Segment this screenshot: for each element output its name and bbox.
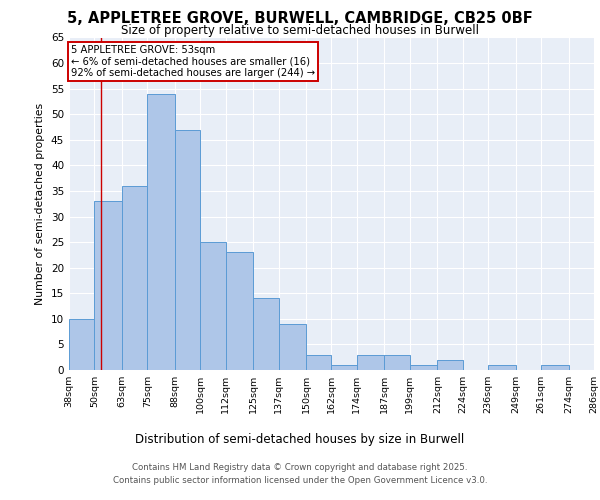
Bar: [94, 201, 122, 370]
Y-axis label: Number of semi-detached properties: Number of semi-detached properties: [35, 102, 46, 305]
Bar: [278, 324, 306, 370]
Bar: [122, 186, 148, 370]
Bar: [437, 360, 463, 370]
Bar: [306, 354, 331, 370]
Bar: [541, 365, 569, 370]
Text: 5 APPLETREE GROVE: 53sqm
← 6% of semi-detached houses are smaller (16)
92% of se: 5 APPLETREE GROVE: 53sqm ← 6% of semi-de…: [71, 45, 315, 78]
Bar: [226, 252, 253, 370]
Bar: [253, 298, 278, 370]
Bar: [175, 130, 200, 370]
Text: Contains HM Land Registry data © Crown copyright and database right 2025.: Contains HM Land Registry data © Crown c…: [132, 464, 468, 472]
Text: 5, APPLETREE GROVE, BURWELL, CAMBRIDGE, CB25 0BF: 5, APPLETREE GROVE, BURWELL, CAMBRIDGE, …: [67, 11, 533, 26]
Bar: [148, 94, 175, 370]
Bar: [385, 354, 410, 370]
Bar: [331, 365, 357, 370]
Bar: [357, 354, 385, 370]
Text: Size of property relative to semi-detached houses in Burwell: Size of property relative to semi-detach…: [121, 24, 479, 37]
Bar: [488, 365, 515, 370]
Bar: [200, 242, 226, 370]
Text: Contains public sector information licensed under the Open Government Licence v3: Contains public sector information licen…: [113, 476, 487, 485]
Bar: [410, 365, 437, 370]
Bar: [69, 319, 94, 370]
Text: Distribution of semi-detached houses by size in Burwell: Distribution of semi-detached houses by …: [136, 433, 464, 446]
